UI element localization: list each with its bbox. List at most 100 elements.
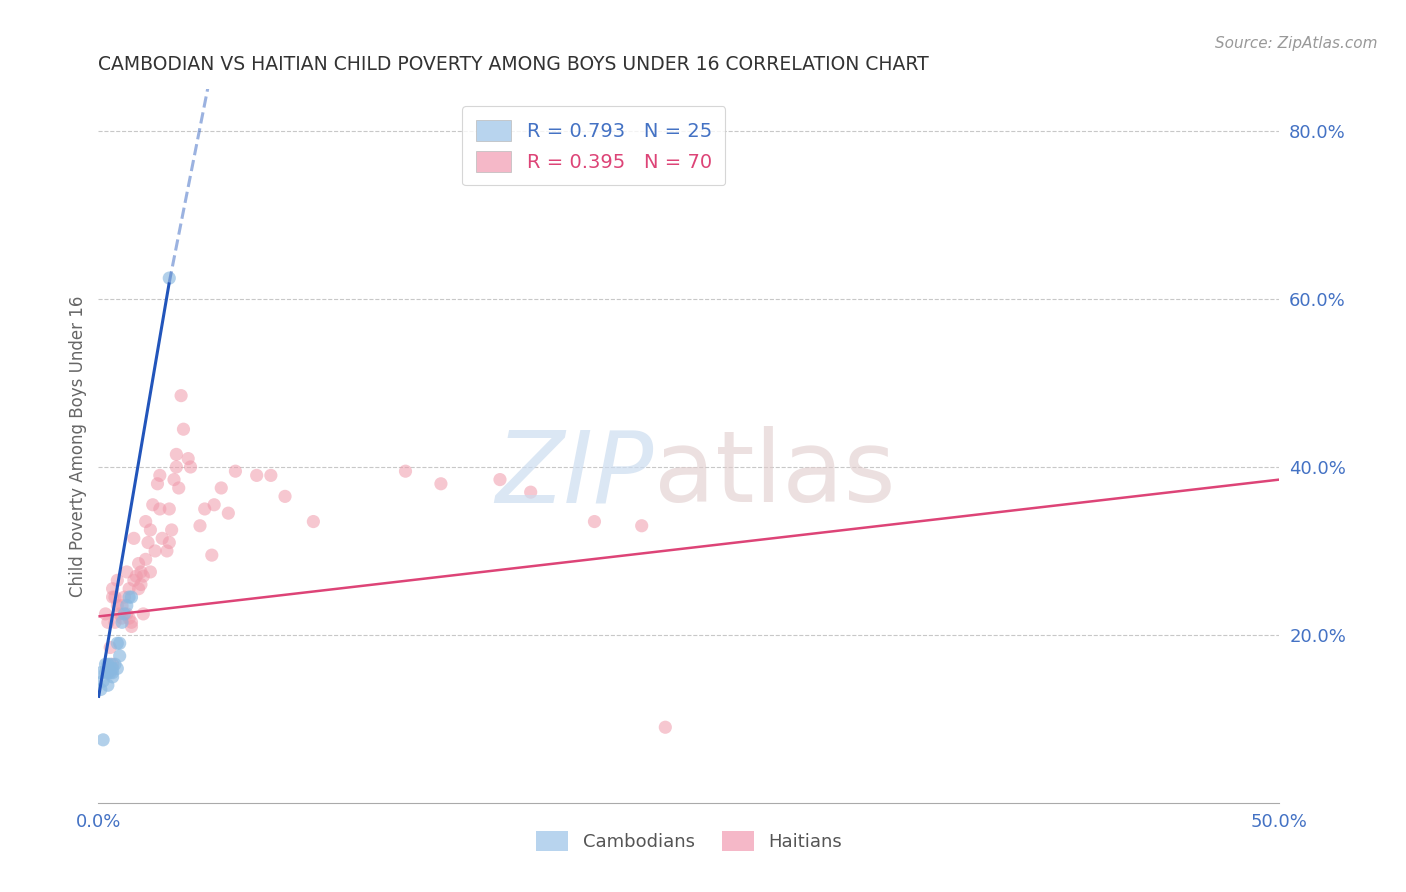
Point bbox=[97, 665, 120, 680]
Point bbox=[101, 661, 124, 675]
Point bbox=[98, 657, 121, 672]
Point bbox=[118, 590, 141, 604]
Point bbox=[202, 498, 225, 512]
Point bbox=[98, 665, 121, 680]
Point bbox=[105, 661, 128, 675]
Point bbox=[121, 619, 143, 633]
Point bbox=[246, 468, 269, 483]
Title: CAMBODIAN VS HAITIAN CHILD POVERTY AMONG BOYS UNDER 16 CORRELATION CHART: CAMBODIAN VS HAITIAN CHILD POVERTY AMONG… bbox=[98, 54, 929, 74]
Point bbox=[157, 535, 180, 549]
Point bbox=[274, 489, 297, 503]
Point bbox=[128, 557, 150, 571]
Point bbox=[129, 565, 152, 579]
Point bbox=[91, 674, 114, 689]
Point bbox=[135, 515, 157, 529]
Point bbox=[394, 464, 416, 478]
Point bbox=[91, 732, 114, 747]
Point bbox=[108, 607, 131, 621]
Point bbox=[142, 498, 165, 512]
Point bbox=[111, 611, 134, 625]
Point bbox=[97, 678, 120, 692]
Point bbox=[90, 682, 112, 697]
Text: atlas: atlas bbox=[654, 426, 896, 523]
Point bbox=[157, 502, 180, 516]
Point bbox=[201, 548, 224, 562]
Point bbox=[105, 636, 128, 650]
Point bbox=[170, 389, 193, 403]
Point bbox=[112, 590, 135, 604]
Legend: Cambodians, Haitians: Cambodians, Haitians bbox=[529, 823, 849, 858]
Point bbox=[112, 607, 135, 621]
Point bbox=[489, 473, 512, 487]
Point bbox=[101, 670, 124, 684]
Point bbox=[111, 615, 134, 630]
Point bbox=[188, 518, 211, 533]
Point bbox=[143, 544, 166, 558]
Point bbox=[118, 582, 141, 596]
Point bbox=[101, 590, 124, 604]
Point bbox=[94, 665, 117, 680]
Point bbox=[630, 518, 652, 533]
Point bbox=[139, 565, 162, 579]
Point bbox=[132, 569, 155, 583]
Point bbox=[149, 502, 172, 516]
Point bbox=[105, 574, 128, 588]
Point bbox=[157, 271, 180, 285]
Point bbox=[108, 648, 131, 663]
Point bbox=[224, 464, 246, 478]
Point bbox=[115, 599, 138, 613]
Point bbox=[654, 720, 676, 734]
Point bbox=[136, 535, 159, 549]
Point bbox=[172, 422, 194, 436]
Point bbox=[129, 577, 152, 591]
Point bbox=[165, 460, 187, 475]
Point bbox=[101, 657, 124, 672]
Point bbox=[105, 599, 128, 613]
Point bbox=[163, 473, 186, 487]
Point bbox=[430, 476, 453, 491]
Point bbox=[121, 590, 143, 604]
Point bbox=[122, 532, 145, 546]
Point bbox=[150, 532, 173, 546]
Point bbox=[160, 523, 183, 537]
Point bbox=[104, 590, 127, 604]
Point bbox=[194, 502, 217, 516]
Point bbox=[583, 515, 606, 529]
Point bbox=[97, 657, 120, 672]
Point bbox=[132, 607, 155, 621]
Point bbox=[260, 468, 283, 483]
Point bbox=[121, 615, 143, 630]
Point bbox=[90, 665, 112, 680]
Point bbox=[94, 657, 117, 672]
Y-axis label: Child Poverty Among Boys Under 16: Child Poverty Among Boys Under 16 bbox=[69, 295, 87, 597]
Point bbox=[139, 523, 162, 537]
Point bbox=[125, 569, 148, 583]
Point bbox=[217, 506, 239, 520]
Point bbox=[167, 481, 190, 495]
Point bbox=[115, 565, 138, 579]
Point bbox=[519, 485, 541, 500]
Point bbox=[146, 476, 169, 491]
Text: Source: ZipAtlas.com: Source: ZipAtlas.com bbox=[1215, 36, 1378, 51]
Point bbox=[135, 552, 157, 566]
Point bbox=[101, 582, 124, 596]
Point bbox=[104, 657, 127, 672]
Point bbox=[209, 481, 232, 495]
Point bbox=[177, 451, 200, 466]
Text: ZIP: ZIP bbox=[495, 426, 654, 523]
Point bbox=[104, 615, 127, 630]
Point bbox=[108, 636, 131, 650]
Point bbox=[98, 640, 121, 655]
Point bbox=[156, 544, 179, 558]
Point bbox=[165, 447, 187, 461]
Point bbox=[101, 665, 124, 680]
Point bbox=[94, 607, 117, 621]
Point bbox=[149, 468, 172, 483]
Point bbox=[115, 607, 138, 621]
Point bbox=[111, 599, 134, 613]
Point bbox=[118, 611, 141, 625]
Point bbox=[97, 615, 120, 630]
Point bbox=[180, 460, 202, 475]
Point bbox=[302, 515, 325, 529]
Point bbox=[128, 582, 150, 596]
